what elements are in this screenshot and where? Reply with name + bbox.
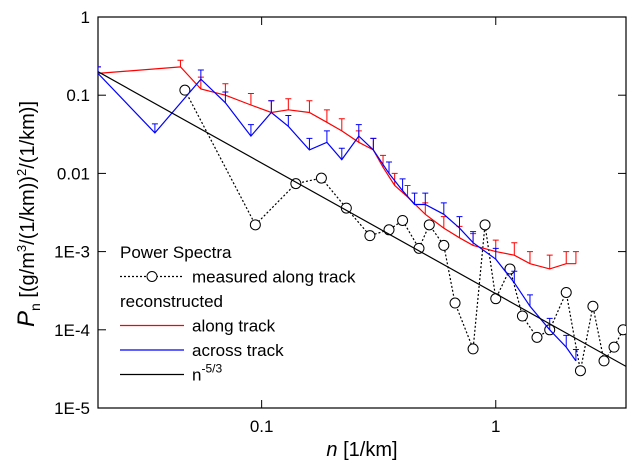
error-bar	[355, 124, 362, 137]
y-tick-label: 1E-4	[54, 321, 90, 340]
error-bar	[456, 216, 463, 229]
data-point	[587, 300, 599, 312]
legend-name: along track	[192, 317, 276, 336]
x-label-text: [1/km]	[338, 439, 398, 461]
x-label-symbol: n	[326, 439, 337, 461]
error-bar	[197, 69, 204, 80]
data-point	[516, 310, 528, 322]
series	[98, 66, 579, 362]
data-point	[560, 286, 572, 298]
error-bar	[422, 192, 429, 205]
y-label-sub: n	[27, 303, 43, 311]
data-point	[608, 341, 620, 353]
error-bar	[370, 137, 377, 150]
y-tick-label: 0.1	[66, 86, 90, 105]
data-point	[479, 219, 491, 231]
legend-label: n-5/3	[192, 362, 222, 385]
error-bar	[546, 254, 553, 269]
error-bar	[323, 130, 330, 143]
error-bar	[222, 91, 229, 103]
legend-title: Power Spectra	[120, 243, 232, 262]
data-point	[449, 297, 461, 309]
data-point	[179, 84, 191, 96]
y-label-symbol: P	[13, 311, 40, 327]
data-point	[249, 219, 261, 231]
legend-label: across track	[192, 341, 284, 360]
data-point	[383, 224, 395, 236]
y-tick-label: 1E-3	[54, 243, 90, 262]
error-bar	[526, 294, 533, 307]
error-bar	[563, 251, 570, 264]
error-bar	[98, 66, 101, 74]
data-point	[397, 214, 409, 226]
data-point	[574, 365, 586, 377]
error-bar	[511, 270, 518, 283]
data-point	[531, 331, 543, 343]
error-bar	[338, 147, 345, 160]
y-tick-label: 1	[81, 8, 90, 27]
error-bar	[177, 59, 184, 67]
series-line	[98, 71, 626, 367]
error-bar	[306, 100, 313, 113]
legend-name: n	[192, 366, 201, 385]
error-bar	[470, 231, 477, 243]
y-axis-label: Pn [(g/m3/(1/km))2/(1/km)]	[13, 101, 43, 327]
data-point	[315, 172, 327, 184]
data-point	[423, 219, 435, 231]
y-label-sup: 2	[14, 169, 29, 176]
data-point	[598, 355, 610, 367]
plot-frame	[97, 16, 627, 409]
error-bar	[511, 242, 518, 256]
y-label-text: /(1/km)]	[17, 101, 39, 169]
error-bar	[285, 98, 292, 110]
error-bar	[411, 192, 418, 205]
y-tick-label: 1E-5	[54, 399, 90, 418]
error-bar	[338, 118, 345, 131]
error-bar	[572, 348, 579, 361]
error-bar	[404, 185, 411, 197]
legend-subtitle: reconstructed	[120, 292, 223, 311]
error-bar	[306, 137, 313, 150]
legend-label: measured along track	[192, 268, 356, 287]
error-bar	[526, 251, 533, 264]
error-bar	[151, 123, 158, 133]
error-bar	[268, 100, 275, 113]
legend-label: along track	[192, 317, 276, 336]
data-point	[364, 230, 376, 242]
error-bar	[391, 172, 398, 186]
error-bar	[563, 334, 570, 348]
y-label-text: [(g/m	[17, 252, 39, 303]
legend-name: measured along track	[192, 268, 356, 287]
y-label-sup: 3	[14, 245, 29, 252]
data-point	[617, 324, 626, 336]
error-bar	[323, 109, 330, 123]
x-tick-label: 1	[491, 417, 500, 436]
error-bar	[492, 247, 499, 260]
data-point	[438, 239, 450, 251]
x-axis-label: n [1/km]	[326, 439, 397, 461]
error-bar	[247, 124, 254, 137]
error-bar	[247, 93, 254, 105]
series	[98, 71, 626, 367]
error-bar	[399, 178, 406, 191]
error-bar	[386, 161, 393, 174]
x-tick-label: 0.1	[250, 417, 274, 436]
error-bar	[572, 251, 579, 264]
error-bar	[285, 115, 292, 127]
legend-exponent: -5/3	[201, 362, 222, 376]
legend-marker	[146, 271, 158, 282]
series	[179, 84, 626, 377]
error-bar	[440, 202, 447, 215]
legend-name: across track	[192, 341, 284, 360]
y-tick-label: 0.01	[57, 164, 90, 183]
y-label-text: /(1/km))	[17, 176, 39, 245]
data-point	[467, 343, 479, 355]
